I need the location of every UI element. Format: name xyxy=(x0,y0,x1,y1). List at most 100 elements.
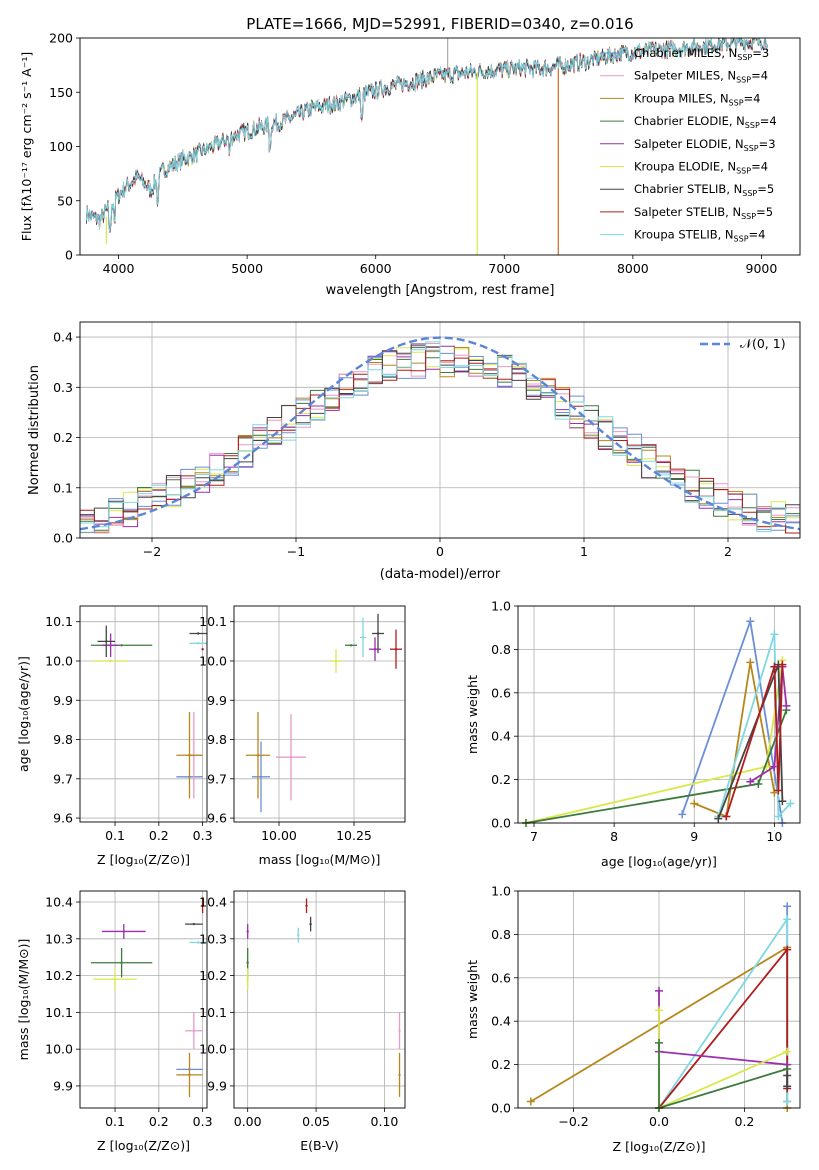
weight-marker xyxy=(714,814,723,823)
x-tick-label: 1 xyxy=(580,544,588,559)
x-tick-label: −2 xyxy=(143,544,161,559)
weight-marker xyxy=(782,701,791,710)
data-point xyxy=(376,632,380,635)
x-tick-label: 0.10 xyxy=(371,1114,399,1129)
panel-3-axes xyxy=(230,606,405,826)
data-point xyxy=(398,1073,401,1077)
y-tick-label: 9.6 xyxy=(53,811,73,826)
y-tick-label: 10.4 xyxy=(45,895,73,910)
y-tick-label: 9.9 xyxy=(207,1078,227,1093)
spectrum-line-chabrier-miles xyxy=(86,38,768,230)
data-point xyxy=(201,904,204,907)
y-tick-label: 0.6 xyxy=(491,970,511,985)
panel-5-axes xyxy=(76,891,207,1112)
x-tick-label: 0.2 xyxy=(149,1114,169,1129)
y-tick-label: 0.4 xyxy=(491,729,511,744)
x-tick-label: 0.1 xyxy=(105,1114,125,1129)
weight-marker xyxy=(770,662,779,671)
x-axis-label: wavelength [Angstrom, rest frame] xyxy=(326,283,555,298)
y-tick-label: 0.0 xyxy=(491,816,511,831)
x-tick-label: 0.3 xyxy=(193,1114,213,1129)
weight-marker xyxy=(526,1097,535,1106)
axes-frame xyxy=(79,605,208,823)
data-point xyxy=(188,754,191,757)
data-point xyxy=(398,1029,401,1032)
data-point xyxy=(113,978,117,981)
x-axis-label: E(B-V) xyxy=(300,1138,339,1153)
data-point xyxy=(109,644,112,647)
data-point xyxy=(197,941,200,944)
weight-line-kroupa-miles xyxy=(693,662,776,818)
data-point xyxy=(373,648,377,651)
data-point xyxy=(246,930,249,933)
data-point xyxy=(192,1029,196,1032)
x-tick-label: 0.0 xyxy=(649,1114,669,1129)
weight-marker xyxy=(746,658,755,667)
legend-label: Chabrier ELODIE, NSSP=4 xyxy=(634,114,777,130)
data-point xyxy=(109,659,112,663)
panel-6-axes xyxy=(230,891,405,1112)
y-axis-label: mass weight xyxy=(465,960,480,1039)
y-tick-label: 10.1 xyxy=(45,614,73,629)
y-tick-label: 200 xyxy=(49,31,73,46)
weight-marker xyxy=(690,799,699,808)
x-tick-label: 0 xyxy=(436,544,444,559)
spectrum-line-salpeter-stelib xyxy=(86,38,768,232)
y-axis-label: Normed distribution xyxy=(27,365,42,495)
residual-histogram-kroupa-stelib xyxy=(80,341,800,534)
weight-marker xyxy=(770,630,779,639)
axes-frame xyxy=(517,890,801,1109)
y-tick-label: 10.2 xyxy=(199,968,227,983)
y-tick-label: 9.8 xyxy=(53,732,73,747)
data-point xyxy=(334,659,338,663)
x-tick-label: 6000 xyxy=(360,261,392,276)
x-tick-label: −0.2 xyxy=(558,1114,588,1129)
axes-frame xyxy=(233,605,406,823)
y-tick-label: 0.0 xyxy=(491,1101,511,1116)
x-axis-label: Z [log₁₀(Z/Z⊙)] xyxy=(97,852,190,867)
weight-marker xyxy=(678,810,687,819)
legend-label: Salpeter STELIB, NSSP=5 xyxy=(634,205,773,221)
y-tick-label: 50 xyxy=(57,193,73,208)
y-tick-label: 10.1 xyxy=(199,614,227,629)
x-tick-label: 0.05 xyxy=(302,1114,330,1129)
weight-marker xyxy=(722,812,731,821)
x-tick-label: 8 xyxy=(610,829,618,844)
x-tick-label: 0.1 xyxy=(105,828,125,843)
weight-marker xyxy=(774,786,783,795)
data-point xyxy=(305,904,308,907)
x-tick-label: 0.2 xyxy=(149,828,169,843)
weight-marker xyxy=(655,1038,663,1047)
y-tick-label: 9.7 xyxy=(53,771,73,786)
y-tick-label: 9.7 xyxy=(207,771,227,786)
legend-label: Salpeter MILES, NSSP=4 xyxy=(634,69,768,85)
weight-line-salpeter-stelib xyxy=(725,664,784,817)
weight-marker xyxy=(786,799,795,808)
data-point xyxy=(361,636,365,639)
gaussian-curve xyxy=(80,336,800,531)
x-tick-label: 10.25 xyxy=(336,828,372,843)
data-point xyxy=(192,922,196,926)
weight-marker xyxy=(754,779,763,788)
y-tick-label: 10.1 xyxy=(45,1005,73,1020)
y-tick-label: 0.4 xyxy=(491,1014,511,1029)
panel-2-axes xyxy=(76,606,207,826)
spectrum-line-salpeter-elodie xyxy=(86,38,768,233)
weight-line-salpeter-stelib xyxy=(658,947,789,1108)
data-point xyxy=(246,978,249,981)
weight-marker xyxy=(655,986,663,995)
axes-frame xyxy=(79,37,801,256)
data-point xyxy=(349,644,353,647)
weight-line-salpeter-elodie xyxy=(749,666,788,783)
y-tick-label: 0.1 xyxy=(53,480,73,495)
data-point xyxy=(289,756,293,759)
data-point xyxy=(297,933,300,937)
data-point xyxy=(122,930,125,933)
data-point xyxy=(105,640,108,643)
weight-marker xyxy=(783,1071,792,1080)
y-tick-label: 100 xyxy=(49,139,73,154)
weight-marker xyxy=(783,915,792,924)
x-tick-label: 10 xyxy=(766,829,782,844)
x-tick-label: 7 xyxy=(530,829,538,844)
